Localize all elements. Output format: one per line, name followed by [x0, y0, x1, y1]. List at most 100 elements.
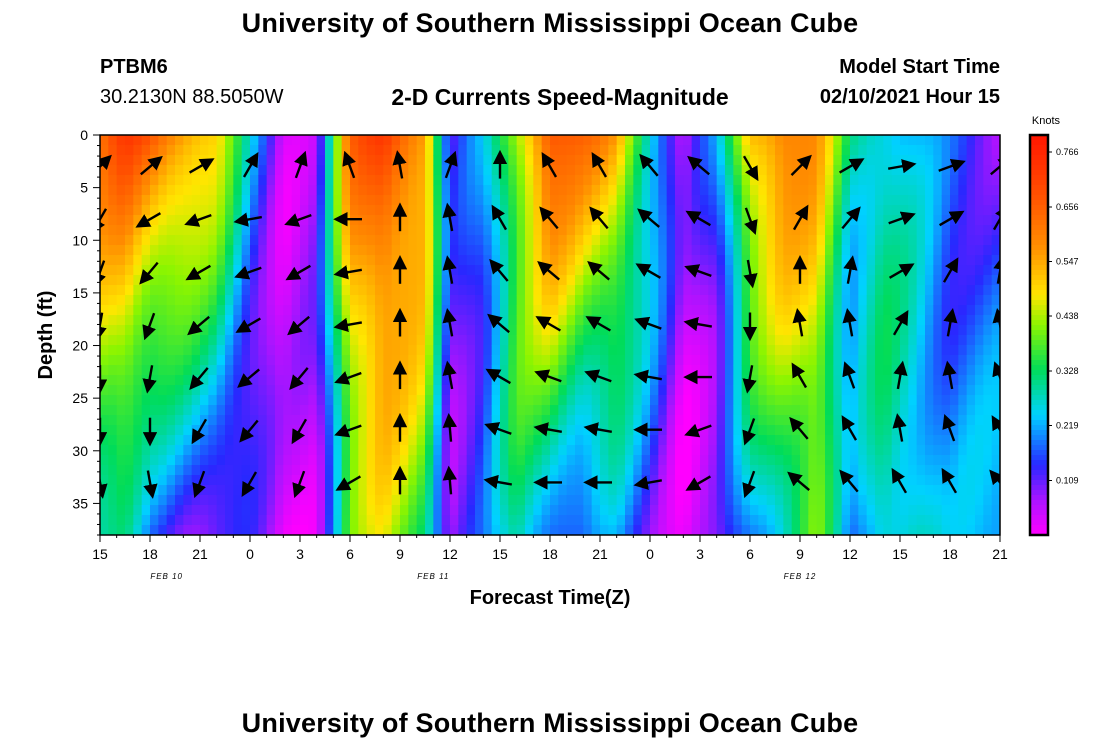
- colorbar-swatch: [1030, 430, 1048, 436]
- heatmap-cell: [925, 235, 934, 246]
- heatmap-cell: [583, 485, 593, 496]
- heatmap-cell: [283, 195, 293, 206]
- heatmap-cell: [216, 505, 226, 516]
- heatmap-cell: [841, 445, 851, 456]
- heatmap-cell: [733, 445, 743, 456]
- heatmap-cell: [758, 295, 768, 306]
- colorbar-swatch: [1030, 240, 1048, 246]
- heatmap-cell: [358, 525, 368, 535]
- heatmap-cell: [633, 395, 643, 406]
- heatmap-cell: [891, 275, 901, 286]
- heatmap-cell: [583, 395, 593, 406]
- heatmap-cell: [525, 175, 534, 186]
- heatmap-cell: [408, 415, 418, 426]
- heatmap-cell: [683, 415, 693, 426]
- heatmap-cell: [550, 235, 559, 246]
- colorbar-swatch: [1030, 160, 1048, 166]
- heatmap-cell: [700, 365, 709, 376]
- heatmap-cell: [350, 375, 359, 386]
- current-vector-arrow: [938, 159, 966, 173]
- heatmap-cell: [866, 445, 876, 456]
- heatmap-cell: [433, 285, 443, 296]
- heatmap-cell: [875, 155, 884, 166]
- heatmap-cell: [650, 445, 659, 456]
- heatmap-cell: [708, 245, 718, 256]
- heatmap-cell: [600, 495, 609, 506]
- heatmap-cell: [725, 375, 734, 386]
- heatmap-cell: [483, 345, 493, 356]
- heatmap-cell: [616, 495, 626, 506]
- heatmap-cell: [683, 245, 693, 256]
- heatmap-cell: [766, 525, 776, 535]
- heatmap-cell: [716, 405, 726, 416]
- heatmap-cell: [233, 225, 243, 236]
- heatmap-cell: [808, 305, 818, 316]
- heatmap-cell: [308, 365, 318, 376]
- heatmap-cell: [608, 515, 618, 526]
- heatmap-cell: [716, 205, 726, 216]
- heatmap-cell: [308, 455, 318, 466]
- heatmap-cell: [383, 515, 393, 526]
- heatmap-cell: [541, 475, 551, 486]
- heatmap-cell: [983, 345, 993, 356]
- heatmap-cell: [566, 235, 576, 246]
- heatmap-cell: [941, 165, 951, 176]
- heatmap-cell: [958, 485, 968, 496]
- heatmap-cell: [625, 425, 634, 436]
- current-vector-arrow: [639, 153, 659, 177]
- heatmap-cell: [700, 335, 709, 346]
- heatmap-cell: [766, 375, 776, 386]
- heatmap-cell: [783, 455, 793, 466]
- heatmap-cell: [483, 435, 493, 446]
- heatmap-cell: [600, 185, 609, 196]
- heatmap-cell: [308, 415, 318, 426]
- heatmap-cell: [958, 435, 968, 446]
- heatmap-cell: [108, 185, 118, 196]
- heatmap-cell: [275, 275, 284, 286]
- current-vector-arrow: [444, 150, 458, 179]
- heatmap-cell: [166, 165, 176, 176]
- heatmap-cell: [525, 435, 534, 446]
- heatmap-cell: [375, 405, 384, 416]
- heatmap-cell: [133, 205, 143, 216]
- heatmap-cell: [741, 445, 751, 456]
- heatmap-cell: [891, 335, 901, 346]
- heatmap-cell: [416, 285, 426, 296]
- heatmap-cell: [450, 335, 459, 346]
- heatmap-cell: [316, 525, 326, 535]
- heatmap-cell: [300, 165, 309, 176]
- current-vector-arrow: [487, 313, 510, 334]
- heatmap-cell: [125, 525, 134, 535]
- heatmap-cell: [891, 355, 901, 366]
- heatmap-cell: [550, 185, 559, 196]
- heatmap-cell: [733, 235, 743, 246]
- heatmap-cell: [675, 155, 684, 166]
- x-tick-label: 21: [992, 546, 1008, 562]
- heatmap-cell: [425, 425, 434, 436]
- heatmap-cell: [875, 245, 884, 256]
- heatmap-cell: [316, 135, 326, 146]
- heatmap-cell: [608, 485, 618, 496]
- current-vector-arrow: [239, 419, 259, 443]
- heatmap-cell: [983, 185, 993, 196]
- heatmap-cell: [600, 465, 609, 476]
- heatmap-cell: [700, 265, 709, 276]
- heatmap-cell: [883, 315, 893, 326]
- heatmap-cell: [858, 375, 868, 386]
- heatmap-cell: [841, 485, 851, 496]
- heatmap-cell: [183, 195, 193, 206]
- colorbar-swatch: [1030, 310, 1048, 316]
- heatmap-cell: [466, 385, 476, 396]
- current-vector-arrow: [533, 422, 563, 437]
- heatmap-cell: [191, 155, 201, 166]
- heatmap-cell: [258, 225, 268, 236]
- heatmap-cell: [200, 335, 209, 346]
- heatmap-cell: [916, 255, 926, 266]
- heatmap-cell: [683, 435, 693, 446]
- colorbar-swatch: [1030, 205, 1048, 211]
- heatmap-cell: [475, 265, 484, 276]
- heatmap-cell: [700, 315, 709, 326]
- heatmap-cell: [683, 265, 693, 276]
- heatmap-cell: [233, 135, 243, 146]
- heatmap-cell: [700, 145, 709, 156]
